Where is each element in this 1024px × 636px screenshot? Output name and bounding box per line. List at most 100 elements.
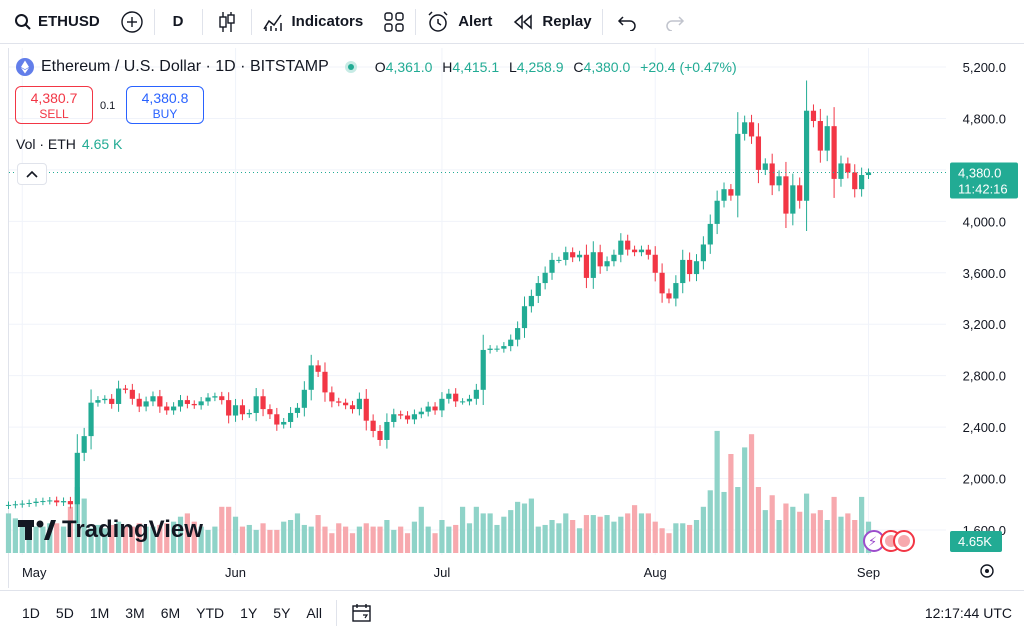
volume-bar [611,521,617,553]
volume-bar [19,524,25,553]
volume-bar [783,503,789,553]
volume-bar [40,526,46,553]
toolbar-divider [415,8,417,35]
indicators-button[interactable]: Indicators [252,0,374,44]
candle-body [343,402,349,406]
range-6m[interactable]: 6M [160,605,181,621]
candle-body [439,398,445,411]
sell-button[interactable]: 4,380.7 SELL [15,86,93,124]
candle-body [508,339,514,347]
chart-pane[interactable] [8,48,1024,588]
lightning-icon: ⚡ [868,535,877,550]
candle-body [659,272,665,294]
volume-bar [219,506,225,553]
candle-body [631,249,638,253]
volume-bar [267,529,273,553]
candle-body [576,254,583,258]
volume-bar [115,521,122,553]
volume-bar [707,490,713,553]
collapse-legend-button[interactable] [17,163,47,185]
volume-bar [755,487,762,553]
candle-body [515,328,521,340]
volume-bar [838,516,844,553]
last-price-tag [950,162,1018,199]
volume-bar [88,528,94,553]
candle-body [563,252,569,260]
alarm-clock-icon [428,10,448,32]
volume-bar [122,526,129,553]
range-all[interactable]: All [306,605,322,621]
candle-body [336,401,342,403]
range-5d[interactable]: 5D [55,605,74,621]
volume-bar [487,513,493,553]
last-price-value: 4,380.0 [958,165,1001,180]
symbol-search[interactable]: ETHUSD [0,0,110,44]
volume-bar [54,523,60,553]
candle-body [673,283,679,299]
bottom-toolbar: 1D 5D 1M 3M 6M YTD 1Y 5Y All 12:17:44 UTC [0,590,1024,635]
volume-bar [556,523,562,553]
volume-bar [377,526,383,553]
candle-body [535,283,541,296]
range-1m[interactable]: 1M [89,605,110,621]
tradingview-logo: TradingView [18,516,203,544]
compare-button[interactable] [110,0,154,44]
volume-bar [425,526,431,553]
volume-bar [466,523,473,553]
range-1d[interactable]: 1D [22,605,40,621]
candle-body [790,185,796,214]
open-key: O [374,59,386,75]
layouts-button[interactable] [373,0,415,44]
volume-bar [515,501,521,553]
chevron-up-icon [26,170,38,178]
candle-body [54,500,60,503]
candle-body [501,346,507,349]
volume-bar [356,526,362,553]
volume-bar [294,513,301,553]
candle-body [728,189,734,196]
volume-bar [769,495,775,553]
market-status-icon [344,61,357,73]
candle-body [33,501,39,503]
volume-bar [687,524,693,553]
search-icon [15,13,31,30]
bar-countdown: 11:42:16 [958,181,1008,196]
replay-button[interactable]: Replay [502,0,601,44]
interval-button[interactable]: D [155,0,202,44]
volume-bar [177,516,184,553]
range-1y[interactable]: 1Y [240,605,258,621]
volume-bar [212,526,218,553]
open-value: 4,361.0 [385,59,433,75]
candle-body [556,259,562,261]
candle-body [164,406,170,411]
volume-bar [735,487,741,553]
candle-body [521,306,528,329]
chart-type-button[interactable] [203,0,251,44]
range-3m[interactable]: 3M [125,605,145,621]
interval-label: D [172,13,184,30]
volume-bar [693,520,700,553]
candle-body [60,501,67,503]
volume-bar [47,523,53,553]
us-flag-icon-fill [898,535,910,547]
alert-button[interactable]: Alert [416,0,502,44]
volume-bar [5,513,12,553]
x-tick-label: Jul [434,565,451,580]
range-ytd[interactable]: YTD [196,605,225,621]
volume-bar [583,515,590,553]
buy-button[interactable]: 4,380.8 BUY [126,86,204,124]
utc-clock[interactable]: 12:17:44 UTC [924,605,1012,621]
undo-button[interactable] [603,0,651,44]
volume-bar [631,505,638,553]
redo-button[interactable] [651,0,699,44]
candle-body [88,402,94,437]
price-chart[interactable]: 5,200.04,800.04,400.04,000.03,600.03,200… [0,0,1024,590]
goto-date-button[interactable] [337,603,387,623]
candle-body [384,421,390,440]
volume-bar [528,498,534,553]
candle-body [226,400,232,416]
candle-body [274,414,280,425]
candle-body [404,415,411,420]
range-5y[interactable]: 5Y [273,605,291,621]
candle-body [583,254,590,278]
